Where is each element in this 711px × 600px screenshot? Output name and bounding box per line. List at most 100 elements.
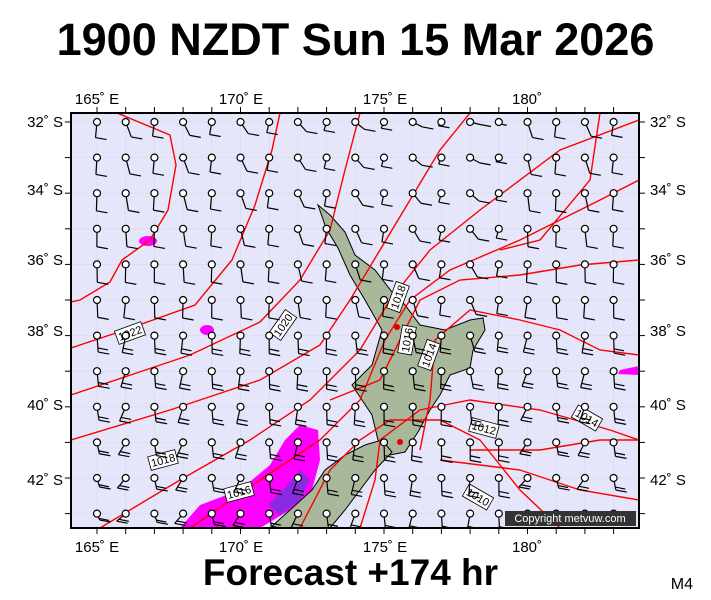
wind-barb [379, 402, 396, 428]
wind-barb [494, 402, 510, 427]
wind-barb [523, 117, 544, 141]
wind-barb [408, 473, 422, 498]
wind-barb [494, 331, 509, 354]
forecast-hour: Forecast +174 hr [202, 552, 499, 593]
lon-label-top: 170˚ E [219, 91, 263, 108]
wind-barb [265, 295, 280, 321]
wind-barb [178, 367, 191, 391]
wind-barb [150, 153, 165, 176]
wind-barb [609, 438, 627, 459]
isobar [71, 113, 177, 303]
wind-barb [92, 438, 111, 457]
lon-label-top: 180˚ [512, 91, 542, 108]
isobar [499, 113, 601, 251]
lat-label-left: 36˚ S [27, 252, 63, 269]
model-label: M4 [670, 576, 693, 593]
wind-barb [379, 260, 394, 282]
wind-barb [322, 367, 338, 392]
wind-barb [150, 402, 168, 425]
isobar-label: 1012 [468, 417, 500, 439]
copyright-box [505, 511, 636, 526]
wind-barb [576, 473, 590, 492]
isobar [419, 309, 639, 451]
wind-barb [121, 295, 135, 321]
wind-barb [236, 189, 257, 212]
wind-barb [349, 509, 362, 528]
wind-barb [265, 473, 283, 496]
lon-label-bottom: 180˚ [512, 539, 542, 556]
wind-barb [92, 224, 108, 250]
wind-barb [322, 153, 336, 172]
wind-barb [92, 509, 111, 523]
wind-barb [121, 260, 137, 285]
wind-barb [236, 331, 251, 357]
wind-barb [350, 473, 363, 498]
wind-barb [351, 402, 366, 428]
wind-barb [494, 473, 511, 499]
wind-barb [236, 117, 260, 137]
wind-barb [580, 331, 594, 356]
wind-barb [437, 331, 452, 355]
wind-barb [293, 331, 310, 357]
wind-barb [437, 260, 451, 281]
wind-barb [207, 473, 225, 494]
lat-label-left: 34˚ S [27, 182, 63, 199]
wind-barb [552, 438, 570, 458]
wind-barb [233, 473, 246, 495]
wind-barb [552, 473, 570, 491]
wind-barb [609, 189, 624, 213]
wind-barb [150, 224, 165, 250]
lat-label-right: 38˚ S [650, 323, 686, 340]
wind-barb [293, 153, 317, 172]
wind-barb [408, 153, 433, 168]
wind-barb [379, 224, 394, 245]
wind-barb [293, 260, 313, 284]
wind-barb [580, 189, 600, 213]
wind-barb [609, 402, 627, 425]
isobar [299, 419, 561, 528]
wind-barb [552, 295, 568, 321]
wind-barb [265, 189, 279, 211]
wind-barb [609, 367, 626, 391]
wind-barb [580, 367, 592, 391]
wind-barb [466, 117, 492, 128]
wind-barb [150, 117, 164, 139]
wind-barb [293, 189, 316, 210]
wind-barb [494, 260, 508, 279]
wind-barb [351, 153, 375, 170]
wind-barb [466, 367, 485, 391]
wind-barb [518, 473, 532, 490]
wind-barb [92, 295, 109, 320]
lat-label-left: 40˚ S [27, 397, 63, 414]
wind-barb [437, 189, 450, 205]
wind-barb [379, 367, 395, 392]
wind-barb [207, 224, 222, 249]
wind-barb [179, 153, 200, 176]
wind-barb [351, 260, 372, 283]
wind-barb [207, 438, 225, 460]
wind-barb [265, 402, 282, 427]
wind-barb [437, 117, 450, 129]
wind-barb [379, 331, 395, 356]
wind-barb [437, 438, 453, 463]
wind-barb [552, 189, 567, 214]
wind-barb [379, 153, 393, 169]
wind-barb [408, 189, 433, 206]
wind-barb [523, 153, 543, 177]
wind-barb [466, 153, 491, 166]
lat-label-right: 32˚ S [650, 114, 686, 131]
wind-barb [179, 224, 197, 249]
wind-barb [466, 189, 491, 204]
wind-barb [351, 331, 369, 356]
wind-barb [408, 402, 425, 428]
wind-barb [494, 189, 508, 203]
wind-barb [437, 473, 454, 499]
lon-label-top: 165˚ E [75, 91, 119, 108]
wind-barb [408, 438, 423, 463]
wind-barb [293, 224, 315, 247]
wind-barb [580, 224, 598, 250]
wind-barb [466, 438, 482, 463]
wind-barb [207, 402, 225, 426]
